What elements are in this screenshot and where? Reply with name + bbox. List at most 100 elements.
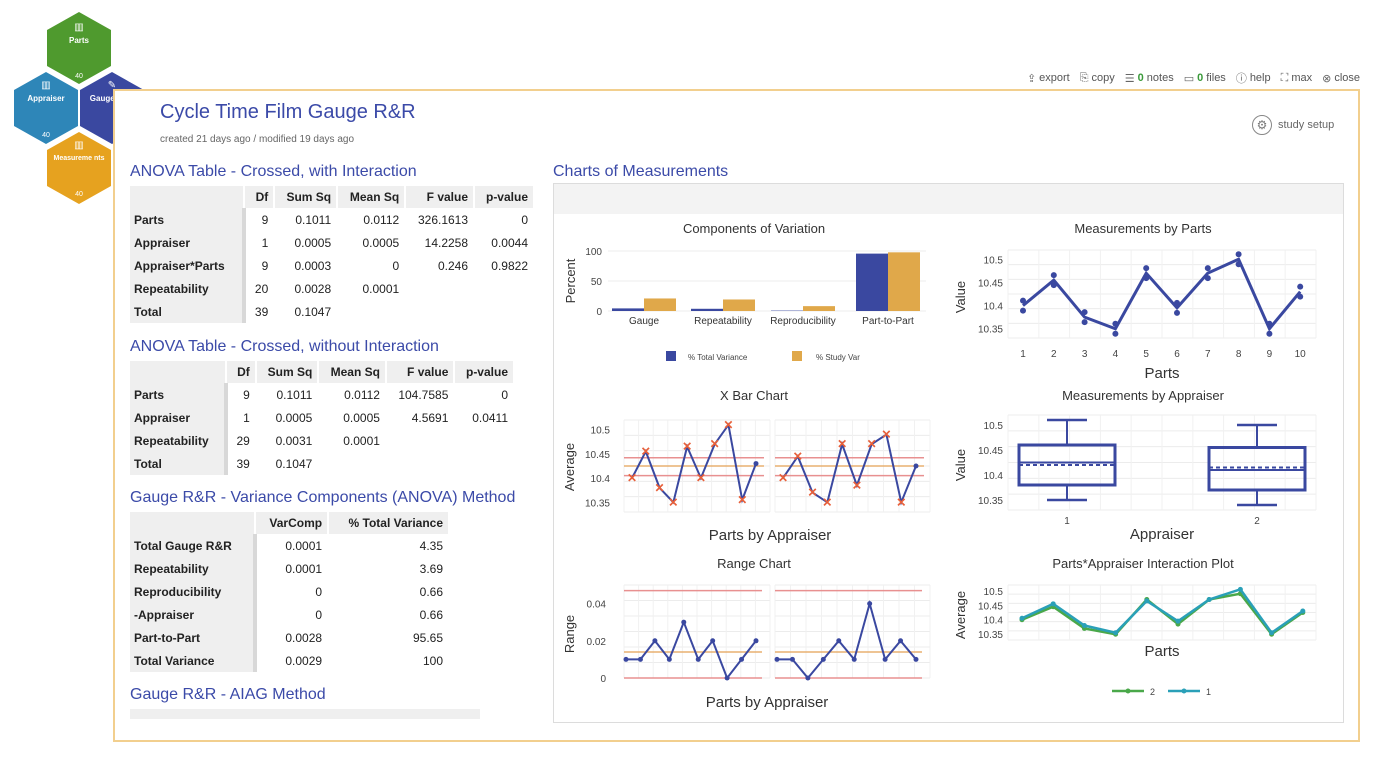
row-label: Total Variance [130, 649, 257, 672]
table-cell: 0.0001 [362, 281, 400, 296]
table-row: Repeatability 0.0001 3.69 [130, 557, 449, 580]
help-button[interactable]: ⓘ help [1235, 72, 1271, 85]
table-cell: 1 [243, 410, 250, 425]
files-button[interactable]: ▭ 0 files [1183, 72, 1226, 85]
table-cell: 0.0411 [472, 410, 508, 425]
maximize-icon: ⛶ [1280, 71, 1289, 84]
table-cell: 0.246 [438, 258, 469, 273]
table-cell: 0.0031 [275, 433, 313, 448]
table-cell: 0.1047 [275, 456, 313, 471]
gear-icon: ⚙ [1252, 115, 1272, 135]
table-cell: 0.1011 [276, 387, 313, 402]
table-cell: 0 [315, 584, 323, 599]
row-label: Part-to-Part [130, 626, 257, 649]
row-label: Appraiser [130, 231, 246, 254]
nav-hex-appraiser[interactable]: ▥ Appraiser 40 [14, 72, 78, 144]
variance-components-table: VarComp% Total Variance Total Gauge R&R 0.… [130, 512, 450, 672]
wrench-icon: ✎ [108, 80, 116, 91]
folder-icon: ▭ [1183, 72, 1195, 85]
table-cell: 9 [261, 212, 269, 227]
table-row: Parts 9 0.1011 0.0112 326.1613 0 [130, 208, 534, 231]
table-cell: 0.0028 [294, 281, 332, 296]
column-header: Sum Sq [255, 361, 320, 383]
column-header: Df [243, 186, 276, 208]
table-cell: 20 [254, 281, 269, 296]
table-cell: 39 [254, 304, 269, 319]
table-cell: 1 [261, 235, 269, 250]
table-cell: 9 [261, 258, 269, 273]
export-icon: ⇪ [1026, 72, 1037, 85]
row-label: Reproducibility [130, 580, 257, 603]
row-label: -Appraiser [130, 603, 257, 626]
close-button[interactable]: ⊗ close [1322, 72, 1360, 85]
table-cell [454, 452, 514, 475]
table-corner [130, 512, 256, 534]
charts-container [553, 183, 1344, 723]
table-cell: 4.35 [419, 538, 443, 553]
table-cell: 29 [236, 433, 250, 448]
column-header: p-value [454, 361, 515, 383]
table-cell: 3.69 [419, 561, 443, 576]
nav-appraiser-label: Appraiser [27, 94, 64, 103]
anova-no-interaction-title: ANOVA Table - Crossed, without Interacti… [130, 338, 439, 355]
table-cell: 0 [315, 607, 323, 622]
table-cell: 0.1011 [295, 212, 332, 227]
table-cell: 0.66 [419, 584, 443, 599]
table-row: Appraiser 1 0.0005 0.0005 14.2258 0.0044 [130, 231, 534, 254]
table-cell: 0 [521, 212, 528, 227]
row-label: Appraiser [130, 406, 228, 429]
export-button[interactable]: ⇪ export [1026, 72, 1070, 85]
table-cell: 0.0005 [362, 235, 400, 250]
table-row: Part-to-Part 0.0028 95.65 [130, 626, 449, 649]
table-cell: 14.2258 [424, 235, 469, 250]
table-cell: 9 [243, 387, 250, 402]
anova-interaction-title: ANOVA Table - Crossed, with Interaction [130, 163, 417, 180]
study-setup-button[interactable]: ⚙ study setup [1252, 115, 1334, 135]
table-cell: 100 [422, 653, 443, 668]
charts-toolbar [554, 184, 1343, 214]
nav-parts-label: Parts [69, 36, 90, 45]
table-cell: 0.0044 [491, 235, 528, 250]
table-row: Repeatability 20 0.0028 0.0001 [130, 277, 534, 300]
table-cell: 0.1047 [294, 304, 332, 319]
table-cell [474, 277, 534, 300]
row-label: Parts [130, 383, 228, 406]
table-row: Total Variance 0.0029 100 [130, 649, 449, 672]
table-cell: 0 [501, 387, 508, 402]
notes-button[interactable]: ☰ 0 notes [1124, 72, 1174, 85]
table-cell [337, 300, 405, 323]
table-cell: 0.0005 [275, 410, 313, 425]
nav-appraiser-count: 40 [42, 132, 50, 139]
table-cell: 0.0112 [344, 387, 380, 402]
chart-icon: ▥ [74, 22, 83, 33]
column-header: Sum Sq [274, 186, 339, 208]
table-cell: 0.0029 [285, 653, 323, 668]
study-toolbar: ⇪ export ⎘ copy ☰ 0 notes ▭ 0 files ⓘ help ⛶ max… [1027, 70, 1360, 86]
column-header: VarComp [254, 512, 330, 534]
table-cell: 0.0028 [285, 630, 323, 645]
nav-measurements-label: Measureme nts [54, 155, 105, 162]
max-button[interactable]: ⛶ max [1280, 71, 1313, 85]
column-header: Mean Sq [337, 186, 407, 208]
table-row: Appraiser*Parts 9 0.0003 0 0.246 0.9822 [130, 254, 534, 277]
nav-hex-measurements[interactable]: ▥ Measureme nts 40 [47, 132, 111, 204]
variance-components-title: Gauge R&R - Variance Components (ANOVA) … [130, 489, 516, 506]
help-icon: ⓘ [1235, 73, 1247, 85]
nav-hex-parts[interactable]: ▥ Parts 40 [47, 12, 111, 84]
column-header: Df [225, 361, 257, 383]
table-row: Appraiser 1 0.0005 0.0005 4.5691 0.0411 [130, 406, 514, 429]
anova-no-interaction-table: Df Sum Sq Mean Sq F value p-value Parts 9 0.101… [130, 361, 515, 475]
study-title[interactable]: Cycle Time Film Gauge R&R [160, 101, 416, 123]
table-cell: 0.66 [419, 607, 443, 622]
close-icon: ⊗ [1322, 72, 1332, 85]
row-label: Parts [130, 208, 246, 231]
row-label: Total [130, 300, 246, 323]
copy-icon: ⎘ [1079, 71, 1089, 84]
row-label: Repeatability [130, 557, 257, 580]
aiag-table-header [130, 709, 480, 719]
table-cell: 0.0001 [285, 561, 323, 576]
notes-icon: ☰ [1124, 72, 1135, 85]
table-cell [405, 277, 474, 300]
charts-title: Charts of Measurements [553, 163, 729, 180]
copy-button[interactable]: ⎘ copy [1079, 71, 1115, 85]
